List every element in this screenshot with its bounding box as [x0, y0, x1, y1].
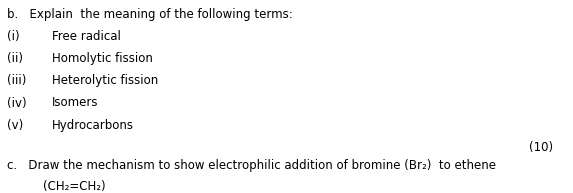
Text: c.   Draw the mechanism to show electrophilic addition of bromine (Br₂)  to ethe: c. Draw the mechanism to show electrophi…	[7, 159, 496, 172]
Text: Hydrocarbons: Hydrocarbons	[52, 119, 134, 132]
Text: (i): (i)	[7, 30, 20, 43]
Text: (10): (10)	[529, 141, 553, 154]
Text: (iii): (iii)	[7, 74, 27, 87]
Text: b.   Explain  the meaning of the following terms:: b. Explain the meaning of the following …	[7, 8, 293, 21]
Text: Heterolytic fission: Heterolytic fission	[52, 74, 158, 87]
Text: Isomers: Isomers	[52, 96, 98, 109]
Text: (iv): (iv)	[7, 96, 27, 109]
Text: Free radical: Free radical	[52, 30, 120, 43]
Text: (v): (v)	[7, 119, 23, 132]
Text: (ii): (ii)	[7, 52, 23, 65]
Text: Homolytic fission: Homolytic fission	[52, 52, 152, 65]
Text: (CH₂=CH₂): (CH₂=CH₂)	[43, 180, 105, 193]
